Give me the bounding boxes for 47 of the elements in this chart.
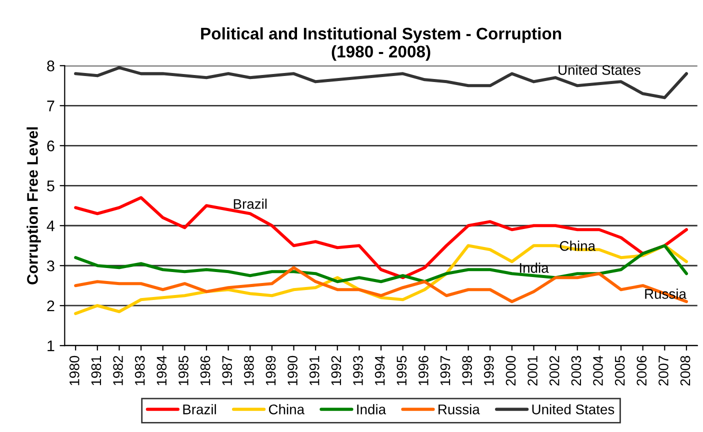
x-tick-label: 1980 (69, 356, 80, 386)
annotation: United States (558, 64, 640, 75)
x-tick-label: 2001 (528, 356, 538, 386)
x-tick-label: 1985 (178, 356, 188, 386)
x-tick-label: 2003 (571, 356, 582, 386)
x-tick-label: 1987 (222, 356, 232, 386)
x-tick-label: 2007 (658, 356, 668, 386)
y-tick-label: 3 (47, 260, 54, 272)
x-tick-label: 1986 (200, 356, 210, 386)
y-tick-label: 5 (47, 180, 54, 192)
legend-label: India (357, 404, 386, 414)
x-tick-label: 2004 (593, 356, 603, 386)
annotation: Brazil (234, 198, 267, 209)
y-axis-title: Corruption Free Level (26, 127, 41, 284)
x-tick-label: 2000 (506, 356, 516, 386)
x-tick-label: 1989 (266, 356, 276, 386)
chart-title: Political and Institutional System - Corruption (1980 - 2008) (201, 27, 562, 61)
line-series (74, 196, 688, 280)
x-tick-label: 2008 (680, 356, 690, 386)
x-tick-label: 1983 (134, 356, 145, 386)
x-tick-label: 2006 (636, 356, 647, 386)
x-tick-label: 1996 (418, 356, 428, 386)
x-tick-label: 1992 (331, 356, 342, 386)
x-tick-label: 1997 (440, 356, 450, 386)
x-tick-label: 1988 (244, 356, 254, 386)
y-tick-label: 6 (47, 140, 54, 152)
y-tick-label: 2 (47, 300, 54, 312)
x-tick-label: 1990 (288, 356, 298, 386)
x-tick-label: 1999 (484, 356, 494, 386)
y-tick-label: 4 (46, 220, 55, 232)
x-tick-label: 1994 (374, 356, 385, 386)
x-tick-label: 1991 (309, 356, 320, 386)
x-tick-label: 1998 (462, 356, 472, 386)
legend-label: United States (532, 404, 614, 414)
y-tick-label: 8 (47, 60, 54, 72)
x-tick-label: 2002 (549, 356, 560, 386)
x-tick-label: 1993 (353, 356, 363, 386)
legend-label: Brazil (183, 404, 216, 414)
x-tick-label: 1984 (156, 356, 167, 386)
x-tick-label: 1982 (113, 356, 123, 386)
legend-label: Russia (438, 404, 480, 414)
legend-label: China (268, 404, 305, 414)
x-tick-label: 1981 (91, 356, 102, 386)
x-tick-label: 1995 (396, 356, 407, 386)
y-tick-label: 1 (48, 340, 54, 352)
x-tick-label: 2005 (614, 356, 625, 386)
y-tick-label: 7 (47, 100, 54, 112)
